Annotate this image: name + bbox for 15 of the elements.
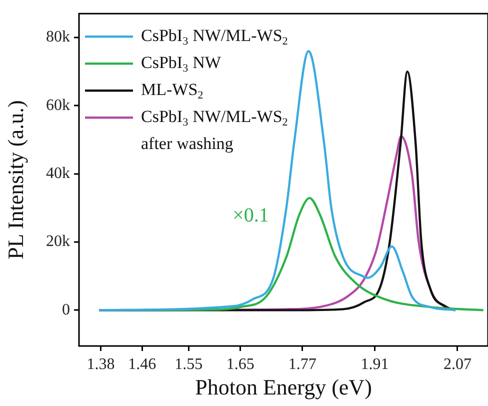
annotation: ×0.1 [232,204,269,227]
y-tick-label: 40k [46,165,70,182]
x-axis-title: Photon Energy (eV) [195,374,372,400]
y-tick-label: 60k [46,96,70,114]
x-tick-label: 1.77 [288,356,316,373]
x-tick-label: 1.46 [128,356,156,373]
y-axis-title: PL Intensity (a.u.) [2,100,28,260]
x-tick-label: 2.07 [443,356,472,373]
y-tick-label: 0 [62,301,70,318]
x-tick-label: 1.55 [174,356,203,373]
y-tick-label: 20k [46,233,70,250]
y-tick-label: 80k [46,28,70,46]
x-tick-label: 1.38 [86,356,115,373]
x-tick-label: 1.65 [226,356,254,373]
x-tick-label: 1.91 [360,356,389,373]
